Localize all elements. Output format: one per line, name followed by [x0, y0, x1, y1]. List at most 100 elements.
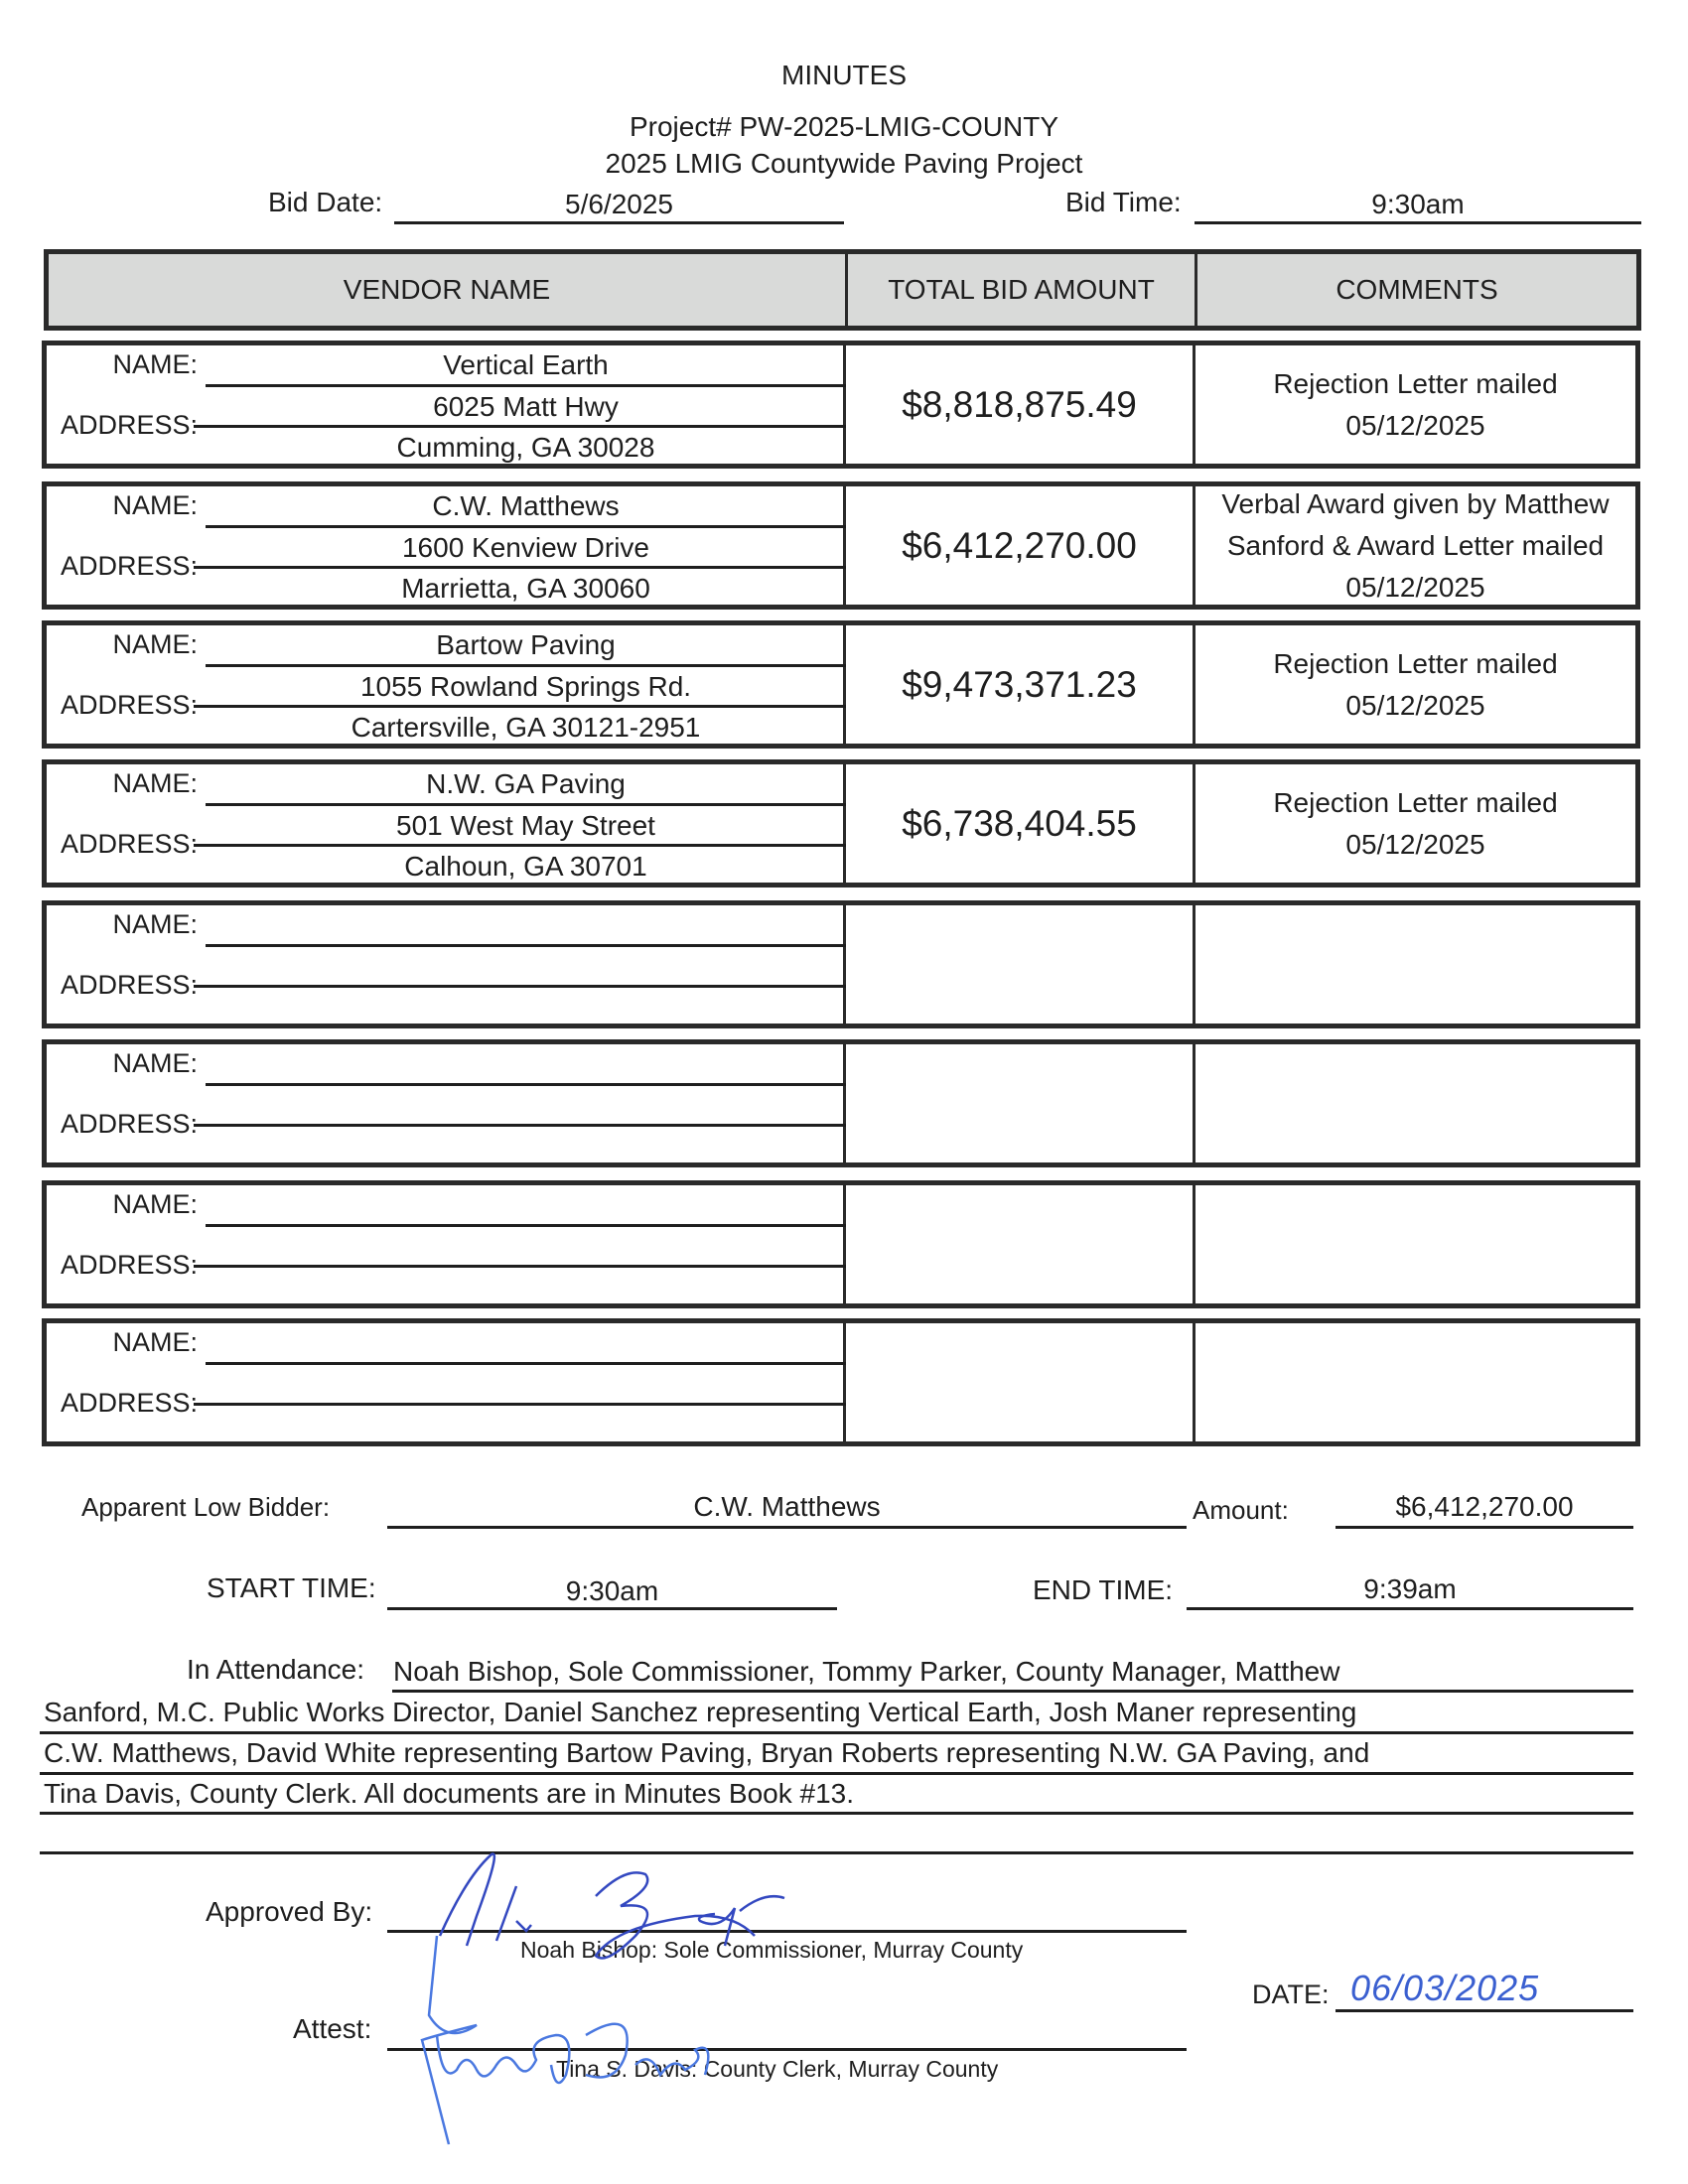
bid-amount: $9,473,371.23 [846, 625, 1196, 744]
amount-label: Amount: [1193, 1495, 1289, 1525]
name-label: NAME: [112, 1327, 198, 1357]
address-underline [194, 425, 846, 428]
vendor-cell: NAME: ADDRESS: [47, 1044, 846, 1162]
vendor-cell: NAME: ADDRESS: [47, 1323, 846, 1441]
address-underline [194, 705, 846, 708]
address-label: ADDRESS: [60, 1250, 198, 1280]
attendance-line: C.W. Matthews, David White representing … [44, 1737, 1370, 1768]
comment [1196, 1323, 1635, 1441]
vendor-row: NAME: N.W. GA Paving ADDRESS: 501 West M… [42, 759, 1640, 887]
bid-amount [846, 1185, 1196, 1303]
amount-underline [1336, 1526, 1633, 1529]
attendance-underline [40, 1731, 1633, 1734]
start-time-underline [387, 1607, 837, 1610]
address-label: ADDRESS: [60, 1388, 198, 1418]
vendor-address-line2: Cumming, GA 30028 [396, 432, 655, 463]
address-underline [194, 1124, 846, 1127]
vendor-address-line1: 501 West May Street [396, 810, 655, 841]
address-label: ADDRESS: [60, 551, 198, 581]
name-label: NAME: [112, 768, 198, 798]
name-underline [206, 1083, 846, 1086]
vendor-cell: NAME: Bartow Paving ADDRESS: 1055 Rowlan… [47, 625, 846, 744]
comment: Rejection Letter mailed 05/12/2025 [1273, 786, 1558, 860]
attendance-underline [40, 1772, 1633, 1775]
vendor-cell: NAME: ADDRESS: [47, 1185, 846, 1303]
approved-signature-line [387, 1930, 1187, 1933]
bid-amount [846, 1323, 1196, 1441]
name-underline [206, 384, 846, 387]
vendor-name: C.W. Matthews [432, 490, 620, 521]
name-underline [206, 525, 846, 528]
vendor-row: NAME: ADDRESS: [42, 1180, 1640, 1308]
header-vendor-name: VENDOR NAME [49, 254, 848, 326]
name-label: NAME: [112, 349, 198, 379]
vendor-address-line1: 6025 Matt Hwy [433, 391, 619, 422]
date-label: DATE: [1252, 1979, 1330, 2009]
vendor-cell: NAME: N.W. GA Paving ADDRESS: 501 West M… [47, 764, 846, 883]
comment [1196, 905, 1635, 1024]
date-underline [1336, 2009, 1633, 2012]
address-label: ADDRESS: [60, 829, 198, 859]
start-time-value: 9:30am [565, 1575, 659, 1606]
vendor-row: NAME: ADDRESS: [42, 1039, 1640, 1167]
end-time-label: END TIME: [1033, 1574, 1174, 1605]
bid-amount [846, 1044, 1196, 1162]
bid-date-value: 5/6/2025 [565, 189, 673, 219]
bid-amount [846, 905, 1196, 1024]
attest-signature-line [387, 2048, 1187, 2051]
attendance-underline [40, 1851, 1633, 1854]
attendance-line: Noah Bishop, Sole Commissioner, Tommy Pa… [393, 1656, 1340, 1687]
vendor-name: Bartow Paving [436, 629, 616, 660]
bid-date-label: Bid Date: [268, 187, 383, 217]
table-header: VENDOR NAME TOTAL BID AMOUNT COMMENTS [44, 249, 1641, 331]
bid-amount: $8,818,875.49 [846, 345, 1196, 464]
vendor-cell: NAME: ADDRESS: [47, 905, 846, 1024]
vendor-row: NAME: Vertical Earth ADDRESS: 6025 Matt … [42, 341, 1640, 469]
name-underline [206, 944, 846, 947]
name-label: NAME: [112, 1048, 198, 1078]
header-comments: COMMENTS [1336, 274, 1498, 305]
signed-date: 06/03/2025 [1350, 1968, 1540, 2008]
attest-caption: Tina S. Davis: County Clerk, Murray Coun… [556, 2056, 999, 2082]
name-underline [206, 1362, 846, 1365]
address-underline [194, 985, 846, 988]
vendor-address-line1: 1600 Kenview Drive [401, 532, 650, 563]
document-title: MINUTES [781, 60, 907, 90]
bid-time-underline [1195, 221, 1641, 224]
low-bidder-label: Apparent Low Bidder: [81, 1492, 331, 1522]
attendance-underline [392, 1690, 1633, 1693]
address-label: ADDRESS: [60, 970, 198, 1000]
vendor-cell: NAME: C.W. Matthews ADDRESS: 1600 Kenvie… [47, 486, 846, 605]
vendor-name: Vertical Earth [443, 349, 609, 380]
project-name: 2025 LMIG Countywide Paving Project [605, 148, 1083, 179]
comment [1196, 1044, 1635, 1162]
vendor-row: NAME: Bartow Paving ADDRESS: 1055 Rowlan… [42, 620, 1640, 749]
address-underline [194, 844, 846, 847]
attest-label: Attest: [293, 2013, 372, 2044]
end-time-value: 9:39am [1363, 1573, 1457, 1604]
name-label: NAME: [112, 629, 198, 659]
tina-davis-signature [420, 1935, 710, 2145]
vendor-cell: NAME: Vertical Earth ADDRESS: 6025 Matt … [47, 345, 846, 464]
name-underline [206, 803, 846, 806]
low-bidder-value: C.W. Matthews [693, 1491, 881, 1522]
end-time-underline [1187, 1607, 1633, 1610]
bid-amount: $6,738,404.55 [846, 764, 1196, 883]
signature-marks [420, 1852, 785, 2145]
name-underline [206, 664, 846, 667]
header-total-bid-amount: TOTAL BID AMOUNT [848, 254, 1197, 326]
vendor-row: NAME: ADDRESS: [42, 900, 1640, 1028]
attendance-line: Sanford, M.C. Public Works Director, Dan… [44, 1697, 1357, 1727]
vendor-name: N.W. GA Paving [426, 768, 626, 799]
vendor-address-line2: Calhoun, GA 30701 [404, 851, 647, 882]
bid-time-label: Bid Time: [1065, 187, 1182, 217]
name-label: NAME: [112, 909, 198, 939]
comment [1196, 1185, 1635, 1303]
address-underline [194, 1403, 846, 1406]
address-underline [194, 1265, 846, 1268]
address-label: ADDRESS: [60, 690, 198, 720]
address-label: ADDRESS: [60, 1109, 198, 1139]
project-number: Project# PW-2025-LMIG-COUNTY [629, 111, 1059, 142]
name-label: NAME: [112, 1189, 198, 1219]
vendor-address-line2: Marrietta, GA 30060 [401, 573, 650, 604]
